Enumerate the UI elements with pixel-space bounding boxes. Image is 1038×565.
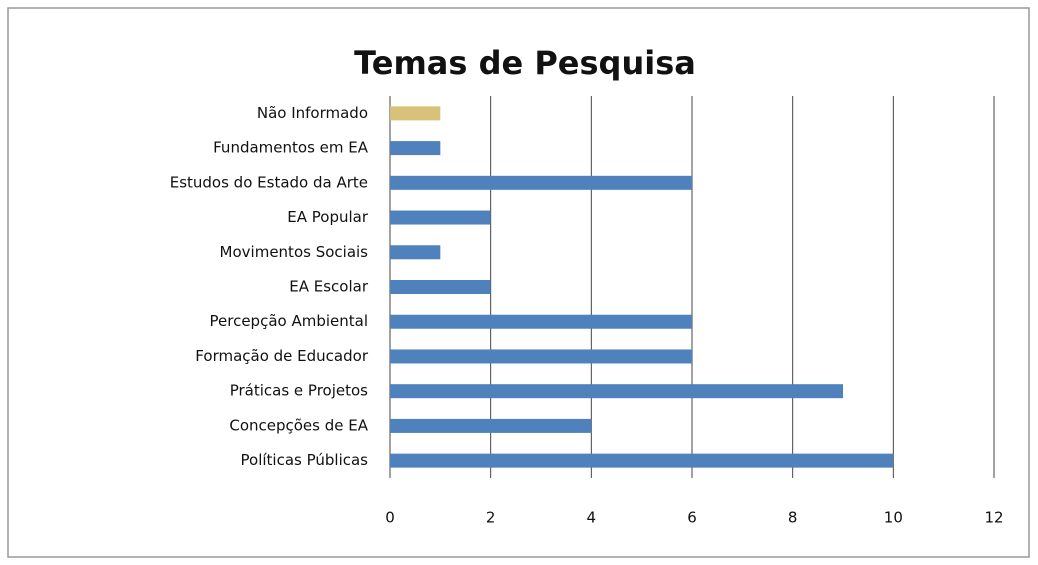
y-tick-label: Estudos do Estado da Arte bbox=[170, 173, 368, 191]
y-tick-label: Concepções de EA bbox=[229, 416, 368, 434]
chart-title: Temas de Pesquisa bbox=[354, 44, 696, 82]
bar bbox=[390, 384, 843, 399]
bar bbox=[390, 453, 894, 468]
bar bbox=[390, 245, 441, 260]
x-tick-label: 10 bbox=[884, 509, 903, 527]
x-tick-label: 2 bbox=[486, 509, 496, 527]
y-tick-label: Práticas e Projetos bbox=[230, 382, 368, 400]
bar bbox=[390, 418, 592, 433]
bar bbox=[390, 210, 491, 225]
bar bbox=[390, 175, 692, 190]
bar bbox=[390, 141, 441, 156]
x-tick-label: 8 bbox=[788, 509, 798, 527]
x-tick-label: 4 bbox=[587, 509, 597, 527]
y-tick-label: EA Popular bbox=[287, 208, 369, 226]
x-tick-label: 0 bbox=[385, 509, 395, 527]
y-tick-label: Políticas Públicas bbox=[241, 451, 369, 469]
chart-frame bbox=[7, 7, 1030, 558]
y-tick-label: Formação de Educador bbox=[195, 347, 369, 365]
bar bbox=[390, 106, 441, 121]
x-tick-label: 6 bbox=[687, 509, 697, 527]
y-tick-label: EA Escolar bbox=[289, 278, 369, 296]
bar bbox=[390, 349, 692, 364]
y-tick-label: Fundamentos em EA bbox=[213, 139, 369, 157]
bar bbox=[390, 280, 491, 294]
bar bbox=[390, 314, 692, 329]
y-tick-label: Não Informado bbox=[257, 104, 368, 122]
y-tick-label: Percepção Ambiental bbox=[210, 312, 369, 330]
y-tick-label: Movimentos Sociais bbox=[220, 243, 369, 261]
x-tick-label: 12 bbox=[984, 509, 1003, 527]
